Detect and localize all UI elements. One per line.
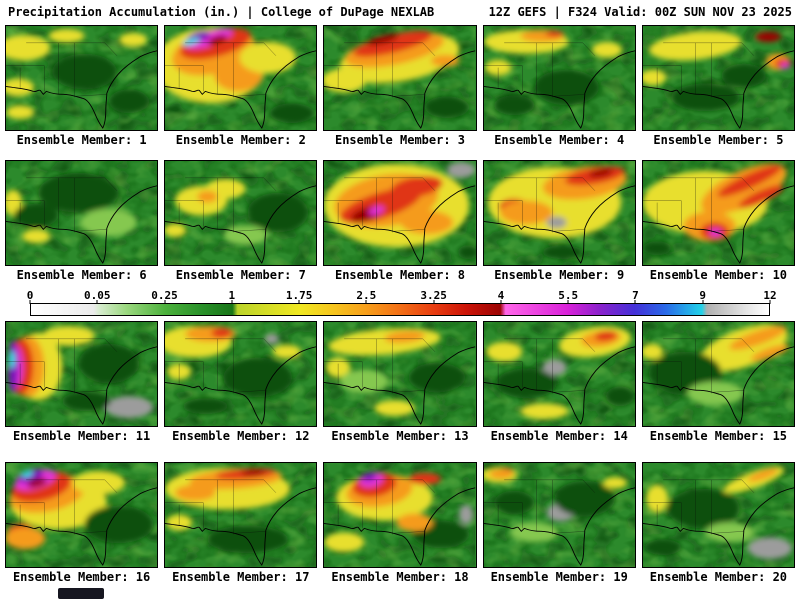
ensemble-map — [641, 160, 796, 266]
ensemble-map — [164, 160, 318, 266]
colorbar-tick-label: 7 — [632, 289, 639, 302]
colorbar-tick-mark — [29, 300, 31, 304]
ensemble-panel: Ensemble Member: 10 — [641, 160, 796, 282]
colorbar-tick-mark — [769, 300, 771, 304]
colorbar-tick-mark — [231, 300, 233, 304]
colorbar-tick-mark — [96, 300, 98, 304]
valid-time-label: 12Z GEFS | F324 Valid: 00Z SUN NOV 23 20… — [488, 5, 792, 19]
colorbar-tick-label: 0.05 — [84, 289, 111, 302]
ensemble-map — [5, 321, 159, 427]
ensemble-panel: Ensemble Member: 2 — [164, 25, 318, 147]
ensemble-panel: Ensemble Member: 14 — [482, 321, 636, 443]
colorbar-tick-label: 0.25 — [151, 289, 178, 302]
ensemble-panel: Ensemble Member: 12 — [164, 321, 318, 443]
map-row: Ensemble Member: 11 Ensemble Member: 12 En… — [0, 321, 800, 443]
ensemble-map — [482, 321, 636, 427]
colorbar-tick-mark — [298, 300, 300, 304]
page-title: Precipitation Accumulation (in.) | Colle… — [8, 5, 435, 19]
ensemble-panel: Ensemble Member: 5 — [641, 25, 796, 147]
ensemble-map — [5, 25, 159, 131]
ensemble-map — [641, 25, 796, 131]
ensemble-panel: Ensemble Member: 9 — [482, 160, 636, 282]
ensemble-map — [323, 321, 477, 427]
ensemble-member-label: Ensemble Member: 4 — [494, 133, 625, 147]
colorbar-tick-mark — [365, 300, 367, 304]
colorbar: 0 0.05 0.25 1 1.75 2.5 3.25 4 5.5 7 9 12 — [0, 289, 800, 316]
colorbar-tick-mark — [500, 300, 502, 304]
colorbar-ticks: 0 0.05 0.25 1 1.75 2.5 3.25 4 5.5 7 9 12 — [26, 289, 777, 304]
ensemble-member-label: Ensemble Member: 3 — [334, 133, 466, 147]
ensemble-panel: Ensemble Member: 19 — [482, 462, 636, 584]
ensemble-panel: Ensemble Member: 13 — [323, 321, 477, 443]
ensemble-map — [164, 321, 318, 427]
ensemble-member-label: Ensemble Member: 18 — [331, 570, 469, 584]
ensemble-member-label: Ensemble Member: 7 — [175, 268, 306, 282]
colorbar-gradient — [30, 303, 770, 316]
ensemble-map — [482, 462, 636, 568]
ensemble-member-label: Ensemble Member: 19 — [490, 570, 628, 584]
ensemble-member-label: Ensemble Member: 2 — [175, 133, 306, 147]
ensemble-map — [164, 462, 318, 568]
ensemble-panel: Ensemble Member: 3 — [323, 25, 477, 147]
colorbar-tick-label: 2.5 — [356, 289, 377, 302]
ensemble-member-label: Ensemble Member: 20 — [649, 570, 788, 584]
ensemble-map — [641, 321, 796, 427]
ensemble-panel: Ensemble Member: 8 — [323, 160, 477, 282]
ensemble-member-label: Ensemble Member: 16 — [12, 570, 151, 584]
colorbar-tick-label: 4 — [497, 289, 505, 302]
ensemble-member-label: Ensemble Member: 15 — [649, 429, 788, 443]
ensemble-panel: Ensemble Member: 6 — [5, 160, 159, 282]
ensemble-member-label: Ensemble Member: 6 — [16, 268, 147, 282]
colorbar-tick-label: 5.5 — [558, 289, 579, 302]
ensemble-panel: Ensemble Member: 16 — [5, 462, 159, 584]
colorbar-tick-mark — [433, 300, 435, 304]
ensemble-map — [323, 160, 477, 266]
header: Precipitation Accumulation (in.) | Colle… — [0, 0, 800, 19]
ensemble-map — [482, 25, 636, 131]
ensemble-member-label: Ensemble Member: 9 — [494, 268, 625, 282]
map-row: Ensemble Member: 16 Ensemble Member: 17 En… — [0, 462, 800, 584]
ensemble-member-label: Ensemble Member: 8 — [334, 268, 466, 282]
logo-mark — [58, 588, 104, 599]
ensemble-member-label: Ensemble Member: 5 — [653, 133, 784, 147]
colorbar-tick-mark — [702, 300, 704, 304]
ensemble-map — [482, 160, 636, 266]
ensemble-member-label: Ensemble Member: 12 — [172, 429, 310, 443]
ensemble-panel: Ensemble Member: 20 — [641, 462, 796, 584]
ensemble-panel: Ensemble Member: 18 — [323, 462, 477, 584]
ensemble-map — [323, 25, 477, 131]
ensemble-map — [5, 462, 159, 568]
ensemble-member-label: Ensemble Member: 17 — [172, 570, 310, 584]
ensemble-panel: Ensemble Member: 7 — [164, 160, 318, 282]
ensemble-panel: Ensemble Member: 15 — [641, 321, 796, 443]
ensemble-map — [164, 25, 318, 131]
ensemble-panel: Ensemble Member: 4 — [482, 25, 636, 147]
colorbar-tick-mark — [634, 300, 636, 304]
ensemble-member-label: Ensemble Member: 13 — [331, 429, 469, 443]
colorbar-tick-label: 1 — [228, 289, 236, 302]
colorbar-tick-label: 0 — [26, 289, 34, 302]
ensemble-panel: Ensemble Member: 11 — [5, 321, 159, 443]
colorbar-tick-label: 12 — [763, 289, 777, 302]
colorbar-tick-label: 1.75 — [285, 289, 313, 302]
ensemble-member-label: Ensemble Member: 14 — [490, 429, 628, 443]
ensemble-panel: Ensemble Member: 17 — [164, 462, 318, 584]
colorbar-tick-label: 9 — [699, 289, 707, 302]
map-row: Ensemble Member: 6 Ensemble Member: 7 Ense… — [0, 160, 800, 282]
ensemble-map — [5, 160, 159, 266]
map-row: Ensemble Member: 1 Ensemble Member: 2 Ense… — [0, 25, 800, 147]
ensemble-member-label: Ensemble Member: 10 — [649, 268, 788, 282]
ensemble-panel: Ensemble Member: 1 — [5, 25, 159, 147]
colorbar-tick-mark — [164, 300, 166, 304]
ensemble-map — [323, 462, 477, 568]
ensemble-member-label: Ensemble Member: 1 — [16, 133, 147, 147]
ensemble-map — [641, 462, 796, 568]
colorbar-tick-label: 3.25 — [420, 289, 447, 302]
ensemble-member-label: Ensemble Member: 11 — [12, 429, 151, 443]
colorbar-tick-mark — [567, 300, 569, 304]
